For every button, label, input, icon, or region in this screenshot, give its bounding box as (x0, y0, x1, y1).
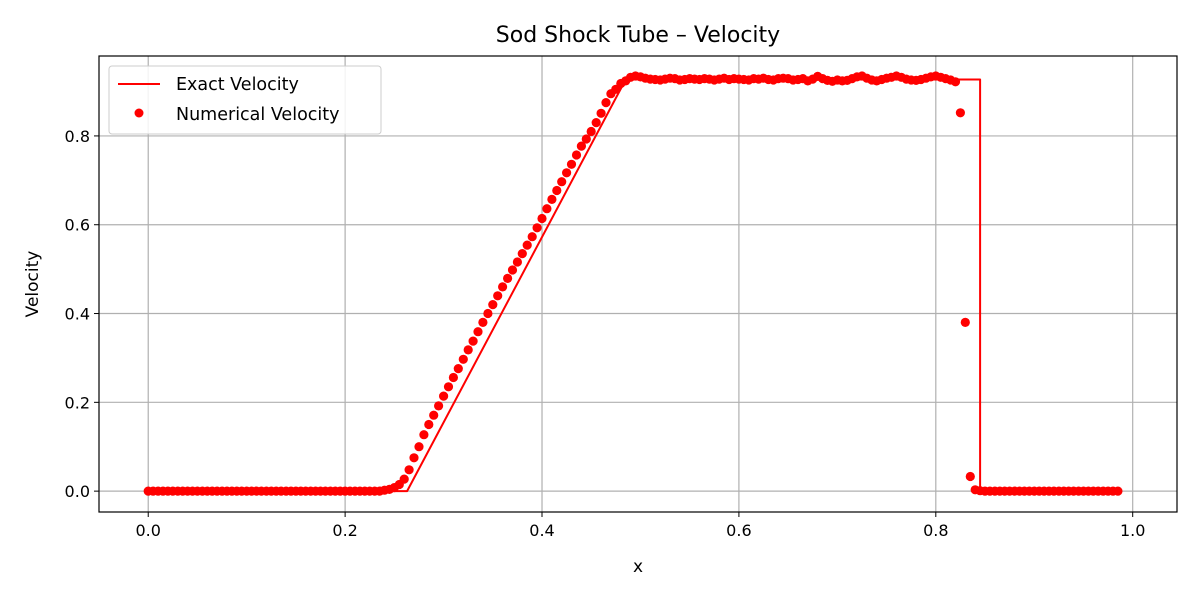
x-tick-label: 0.8 (923, 521, 948, 540)
numerical-point (965, 471, 975, 482)
numerical-point (473, 327, 483, 337)
legend-numerical-label: Numerical Velocity (176, 105, 339, 125)
x-tick-label: 1.0 (1120, 521, 1145, 540)
numerical-point (557, 177, 567, 187)
numerical-point (463, 345, 473, 355)
numerical-point (399, 474, 409, 484)
numerical-point (409, 453, 419, 463)
chart-title: Sod Shock Tube – Velocity (496, 23, 780, 48)
numerical-point (1113, 486, 1123, 496)
numerical-point (483, 308, 493, 319)
numerical-point (453, 364, 463, 374)
numerical-point (434, 401, 444, 411)
numerical-point (586, 126, 596, 137)
numerical-point (458, 354, 468, 364)
numerical-point (512, 257, 523, 267)
legend-exact-label: Exact Velocity (176, 75, 299, 95)
y-tick-label: 0.4 (65, 305, 90, 324)
numerical-point (601, 98, 611, 108)
plot-frame (98, 55, 1178, 513)
numerical-point (424, 419, 434, 430)
x-tick-label: 0.4 (529, 521, 554, 540)
numerical-point (404, 465, 414, 475)
numerical-point (468, 336, 478, 346)
numerical-point (443, 382, 454, 392)
y-tick-label: 0.2 (65, 393, 90, 412)
numerical-point (537, 213, 547, 224)
y-axis-ticks: 0.0 0.2 0.4 0.6 0.8 (65, 127, 99, 501)
numerical-point (527, 232, 537, 242)
x-axis-label: x (633, 557, 643, 577)
numerical-point (517, 249, 527, 259)
numerical-points-layer (143, 71, 1123, 496)
numerical-point (552, 185, 562, 196)
y-axis-label: Velocity (23, 251, 43, 318)
numerical-point (488, 300, 498, 310)
legend: Exact Velocity Numerical Velocity (108, 65, 382, 135)
x-tick-label: 0.6 (726, 521, 751, 540)
numerical-point (596, 108, 606, 118)
numerical-point (562, 168, 572, 178)
numerical-point (591, 118, 601, 128)
numerical-point (507, 265, 518, 275)
x-axis-ticks: 0.0 0.2 0.4 0.6 0.8 1.0 (135, 512, 1145, 540)
numerical-point (439, 391, 449, 401)
numerical-point (414, 442, 424, 452)
numerical-point (542, 204, 552, 214)
numerical-point (955, 108, 966, 118)
y-tick-label: 0.0 (65, 482, 90, 501)
y-tick-label: 0.8 (65, 127, 90, 146)
numerical-point (503, 273, 513, 283)
numerical-point (522, 240, 532, 250)
numerical-point (576, 141, 587, 151)
numerical-point (547, 194, 557, 204)
numerical-point (448, 372, 458, 383)
numerical-point (566, 159, 577, 169)
x-tick-label: 0.2 (332, 521, 357, 540)
numerical-point (429, 410, 439, 420)
numerical-point (581, 134, 591, 144)
numerical-point (571, 150, 582, 160)
numerical-point (493, 291, 503, 301)
x-tick-label: 0.0 (135, 521, 160, 540)
legend-box (108, 65, 382, 135)
legend-numerical-swatch (134, 108, 144, 118)
numerical-point (532, 223, 542, 233)
numerical-point (478, 317, 488, 327)
numerical-point (960, 317, 970, 327)
numerical-point (950, 77, 961, 87)
numerical-point (419, 430, 429, 440)
y-tick-label: 0.6 (65, 216, 90, 235)
numerical-point (498, 282, 508, 292)
